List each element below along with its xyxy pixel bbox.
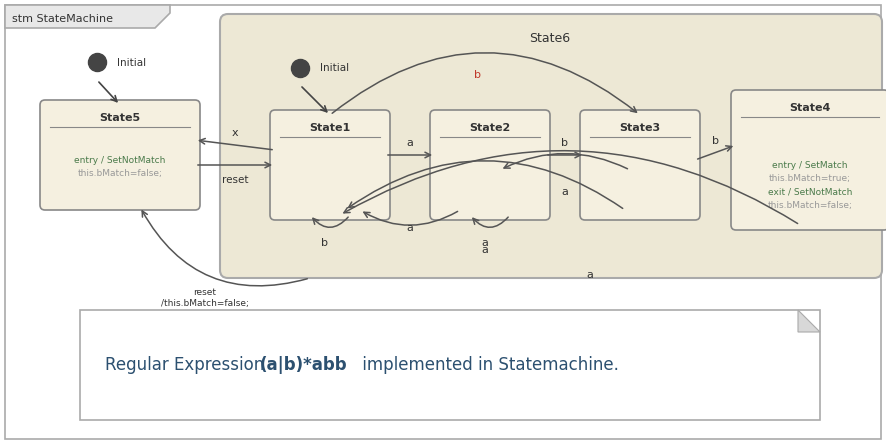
Text: a: a [407,138,414,148]
Text: Regular Expression: Regular Expression [105,356,269,374]
FancyBboxPatch shape [270,110,390,220]
Text: this.bMatch=false;: this.bMatch=false; [78,169,162,178]
Text: a: a [562,187,569,197]
Text: a: a [407,223,414,233]
FancyBboxPatch shape [5,5,881,439]
Text: State3: State3 [619,123,661,133]
Text: (a|b)*abb: (a|b)*abb [260,356,347,374]
Polygon shape [798,310,820,332]
Text: exit / SetNotMatch: exit / SetNotMatch [768,187,852,197]
FancyBboxPatch shape [580,110,700,220]
Text: entry / SetMatch: entry / SetMatch [773,160,848,170]
Text: State4: State4 [789,103,831,113]
Text: b: b [712,135,719,146]
Text: b: b [562,138,569,148]
Text: State1: State1 [309,123,351,133]
FancyBboxPatch shape [731,90,886,230]
Text: a: a [587,270,594,280]
Text: a: a [482,238,488,248]
Text: reset: reset [222,175,248,185]
Text: implemented in Statemachine.: implemented in Statemachine. [357,356,619,374]
FancyBboxPatch shape [220,14,882,278]
Text: a: a [482,245,488,255]
Text: Initial: Initial [117,58,146,68]
Text: b: b [322,238,329,248]
Text: entry / SetNotMatch: entry / SetNotMatch [74,155,166,164]
Text: stm StateMachine: stm StateMachine [12,14,113,24]
Text: reset
/this.bMatch=false;: reset /this.bMatch=false; [161,288,249,308]
Text: x: x [231,128,238,138]
Polygon shape [5,5,170,28]
FancyBboxPatch shape [430,110,550,220]
FancyBboxPatch shape [40,100,200,210]
Text: b: b [475,70,481,80]
Text: Initial: Initial [320,63,349,73]
Text: this.bMatch=false;: this.bMatch=false; [767,201,852,210]
Text: State6: State6 [530,32,571,44]
Text: State5: State5 [99,113,141,123]
Text: State2: State2 [470,123,510,133]
FancyBboxPatch shape [80,310,820,420]
Text: this.bMatch=true;: this.bMatch=true; [769,174,851,182]
